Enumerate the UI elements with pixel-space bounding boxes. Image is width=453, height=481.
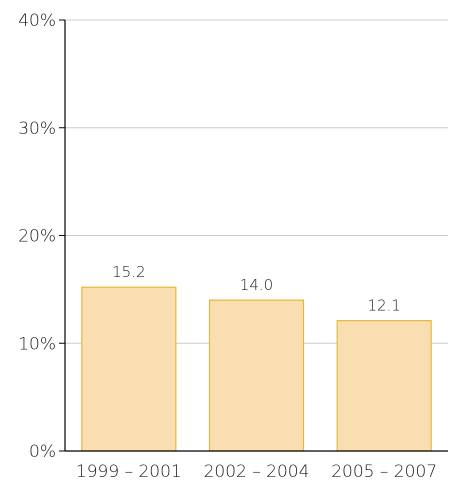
x-category-label: 2005 – 2007	[331, 462, 437, 481]
data-label: 14.0	[240, 276, 273, 294]
y-tick-label: 10%	[18, 334, 56, 354]
x-category-label: 1999 – 2001	[76, 462, 182, 481]
bar	[81, 286, 177, 452]
bar	[336, 320, 432, 452]
data-label: 15.2	[112, 263, 145, 281]
y-tick-label: 30%	[18, 119, 56, 139]
labels: 0% 10% 20% 30% 40% 15.2 1999 – 2001 14.0 2002 – …	[18, 11, 437, 481]
bar	[208, 299, 305, 452]
axes	[59, 19, 448, 452]
y-tick-label: 40%	[18, 11, 56, 31]
data-label: 12.1	[367, 297, 400, 315]
x-category-label: 2002 – 2004	[204, 462, 310, 481]
y-tick-label: 0%	[29, 442, 56, 462]
y-tick-label: 20%	[18, 227, 56, 247]
